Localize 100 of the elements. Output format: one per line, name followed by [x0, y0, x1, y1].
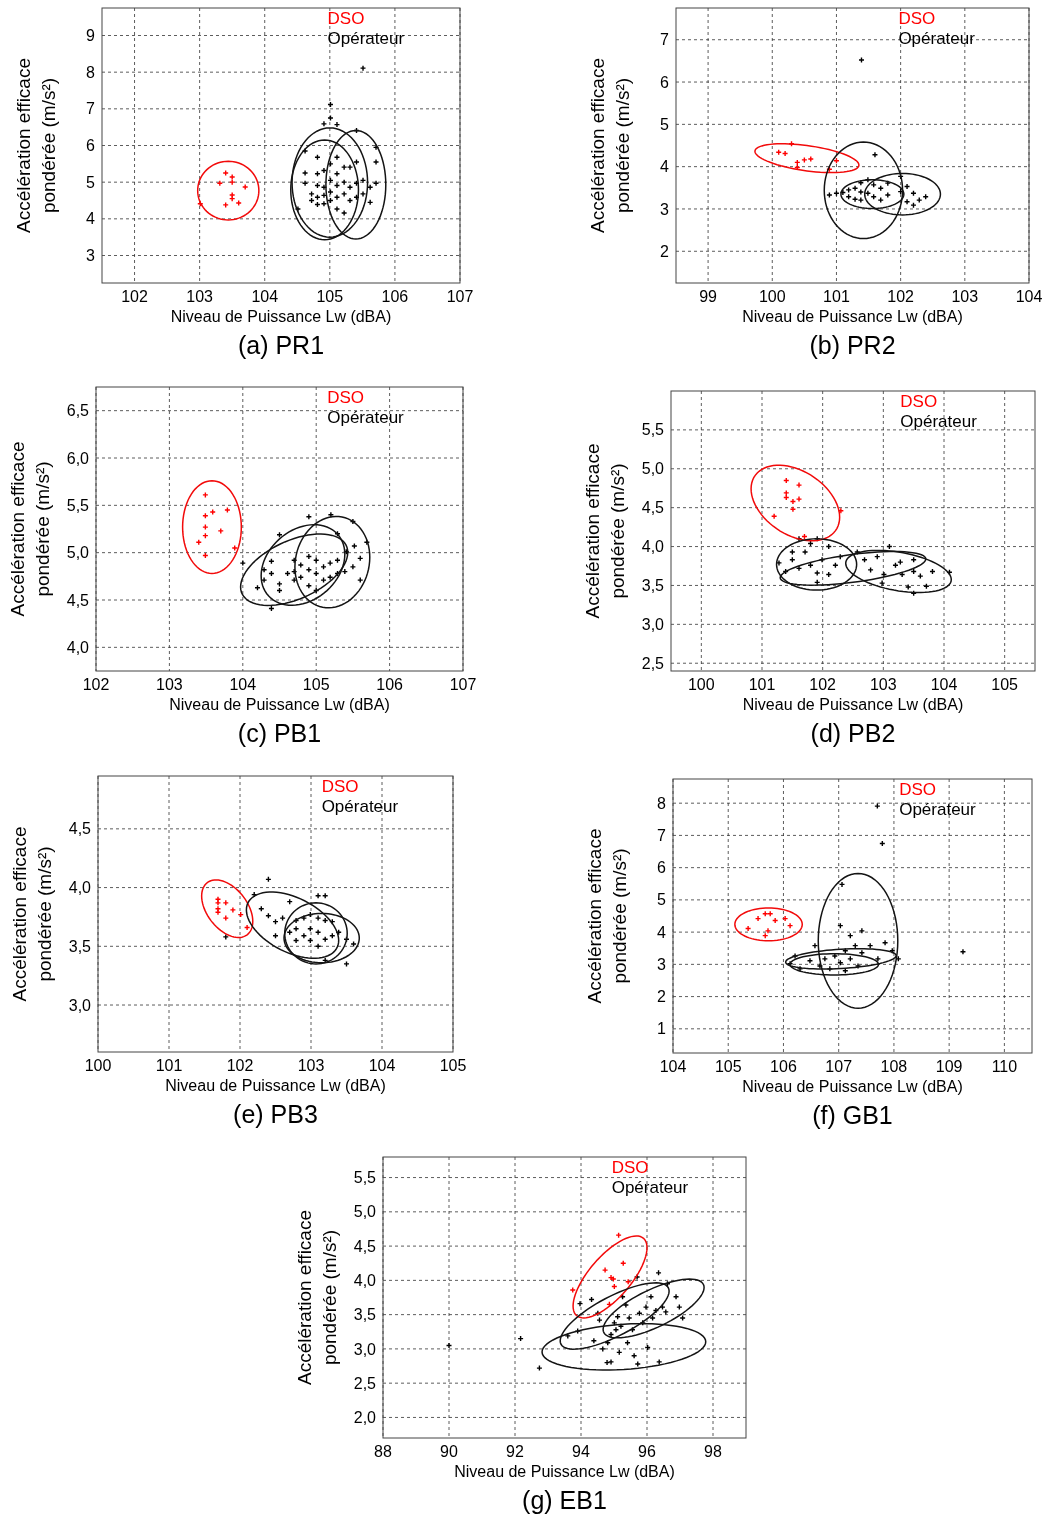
text: (e) PB3	[233, 1100, 318, 1128]
point	[744, 925, 752, 932]
x-tick-label: 103	[951, 288, 979, 305]
y-tick-label: 3,5	[68, 937, 92, 955]
x-tick-label: 107	[825, 1058, 853, 1075]
point	[601, 1266, 609, 1274]
point	[228, 173, 236, 181]
x-tick-label: 100	[758, 288, 786, 305]
y-tick-label: 4,0	[641, 538, 665, 556]
point	[679, 1314, 686, 1322]
point	[222, 899, 229, 907]
x-axis-title: Niveau de Puissance Lw (dBA)	[170, 308, 392, 325]
y-tick-label: 3,0	[68, 996, 92, 1014]
x-tick-label: 99	[699, 288, 718, 305]
point	[615, 1231, 622, 1239]
x-tick-label: 105	[714, 1058, 742, 1075]
text: DSO	[898, 9, 936, 28]
point	[826, 191, 833, 199]
point	[340, 209, 348, 217]
point	[795, 481, 803, 489]
point	[870, 181, 877, 189]
x-tick-label: 103	[869, 676, 897, 693]
point	[858, 56, 865, 64]
series-label: Opérateur	[899, 800, 977, 819]
point	[576, 1300, 584, 1307]
point	[874, 802, 881, 810]
y-tick-label: 3,5	[353, 1306, 377, 1324]
x-tick-label: 108	[880, 1058, 908, 1075]
text: DSO	[899, 780, 937, 799]
point	[770, 513, 778, 520]
point	[656, 1358, 663, 1366]
point	[216, 180, 224, 187]
point	[202, 523, 209, 531]
point	[917, 572, 924, 580]
x-axis-title: Niveau de Puissance Lw (dBA)	[742, 1078, 963, 1095]
y-tick-label: 6,0	[66, 449, 90, 467]
text: DSO	[900, 392, 938, 411]
point	[625, 1314, 633, 1322]
point	[897, 558, 904, 566]
point	[903, 198, 911, 205]
text: (f) GB1	[812, 1101, 893, 1129]
x-tick-label: 102	[226, 1057, 254, 1074]
x-tick-label: 101	[823, 288, 850, 305]
point	[327, 114, 334, 122]
y-tick-label: 5	[660, 115, 670, 133]
x-tick-label: 103	[186, 288, 214, 305]
point	[590, 1337, 598, 1344]
point	[326, 574, 334, 581]
x-tick-label: 104	[659, 1058, 687, 1075]
point	[351, 542, 358, 550]
point	[359, 190, 367, 198]
point	[209, 508, 216, 516]
text: DSO	[327, 388, 365, 407]
point	[569, 1286, 576, 1294]
x-tick-label: 107	[449, 676, 477, 693]
point	[320, 563, 327, 571]
point	[814, 569, 821, 577]
point	[867, 566, 874, 574]
point	[642, 1303, 650, 1311]
point	[877, 196, 884, 204]
x-tick-label: 105	[439, 1057, 467, 1074]
y-tick-label: 4,0	[68, 879, 92, 897]
text: DSO	[327, 9, 365, 28]
point	[333, 121, 341, 128]
point	[851, 185, 859, 192]
y-axis-title: Accélération efficace pondérée (m/s²)	[13, 58, 59, 233]
point	[353, 158, 360, 166]
point	[858, 927, 866, 935]
point	[202, 491, 209, 499]
point	[676, 1303, 683, 1311]
x-tick-label: 105	[302, 676, 330, 693]
point	[333, 170, 341, 177]
x-tick-label: 104	[368, 1057, 396, 1074]
point	[847, 955, 854, 963]
point	[276, 580, 283, 588]
point	[327, 188, 334, 196]
point	[672, 1293, 680, 1301]
x-tick-label: 106	[770, 1058, 797, 1075]
point	[811, 942, 819, 949]
point	[333, 205, 341, 213]
y-tick-label: 7	[660, 31, 670, 49]
x-tick-label: 94	[572, 1443, 590, 1460]
point	[341, 568, 349, 575]
y-tick-label: 3,0	[353, 1340, 377, 1358]
point	[222, 169, 229, 177]
point	[320, 120, 328, 128]
y-tick-label: 3,5	[641, 577, 665, 595]
x-tick-label: 104	[229, 676, 257, 693]
point	[340, 163, 348, 171]
point	[214, 909, 222, 916]
point	[858, 949, 866, 956]
point	[346, 163, 354, 171]
point	[320, 167, 328, 174]
point	[881, 939, 889, 946]
point	[217, 527, 224, 535]
y-tick-label: 4,5	[641, 499, 665, 517]
y-tick-label: 7	[657, 827, 667, 845]
text: (d) PB2	[810, 719, 896, 747]
text: (g) EB1	[522, 1486, 607, 1514]
point	[292, 937, 300, 944]
